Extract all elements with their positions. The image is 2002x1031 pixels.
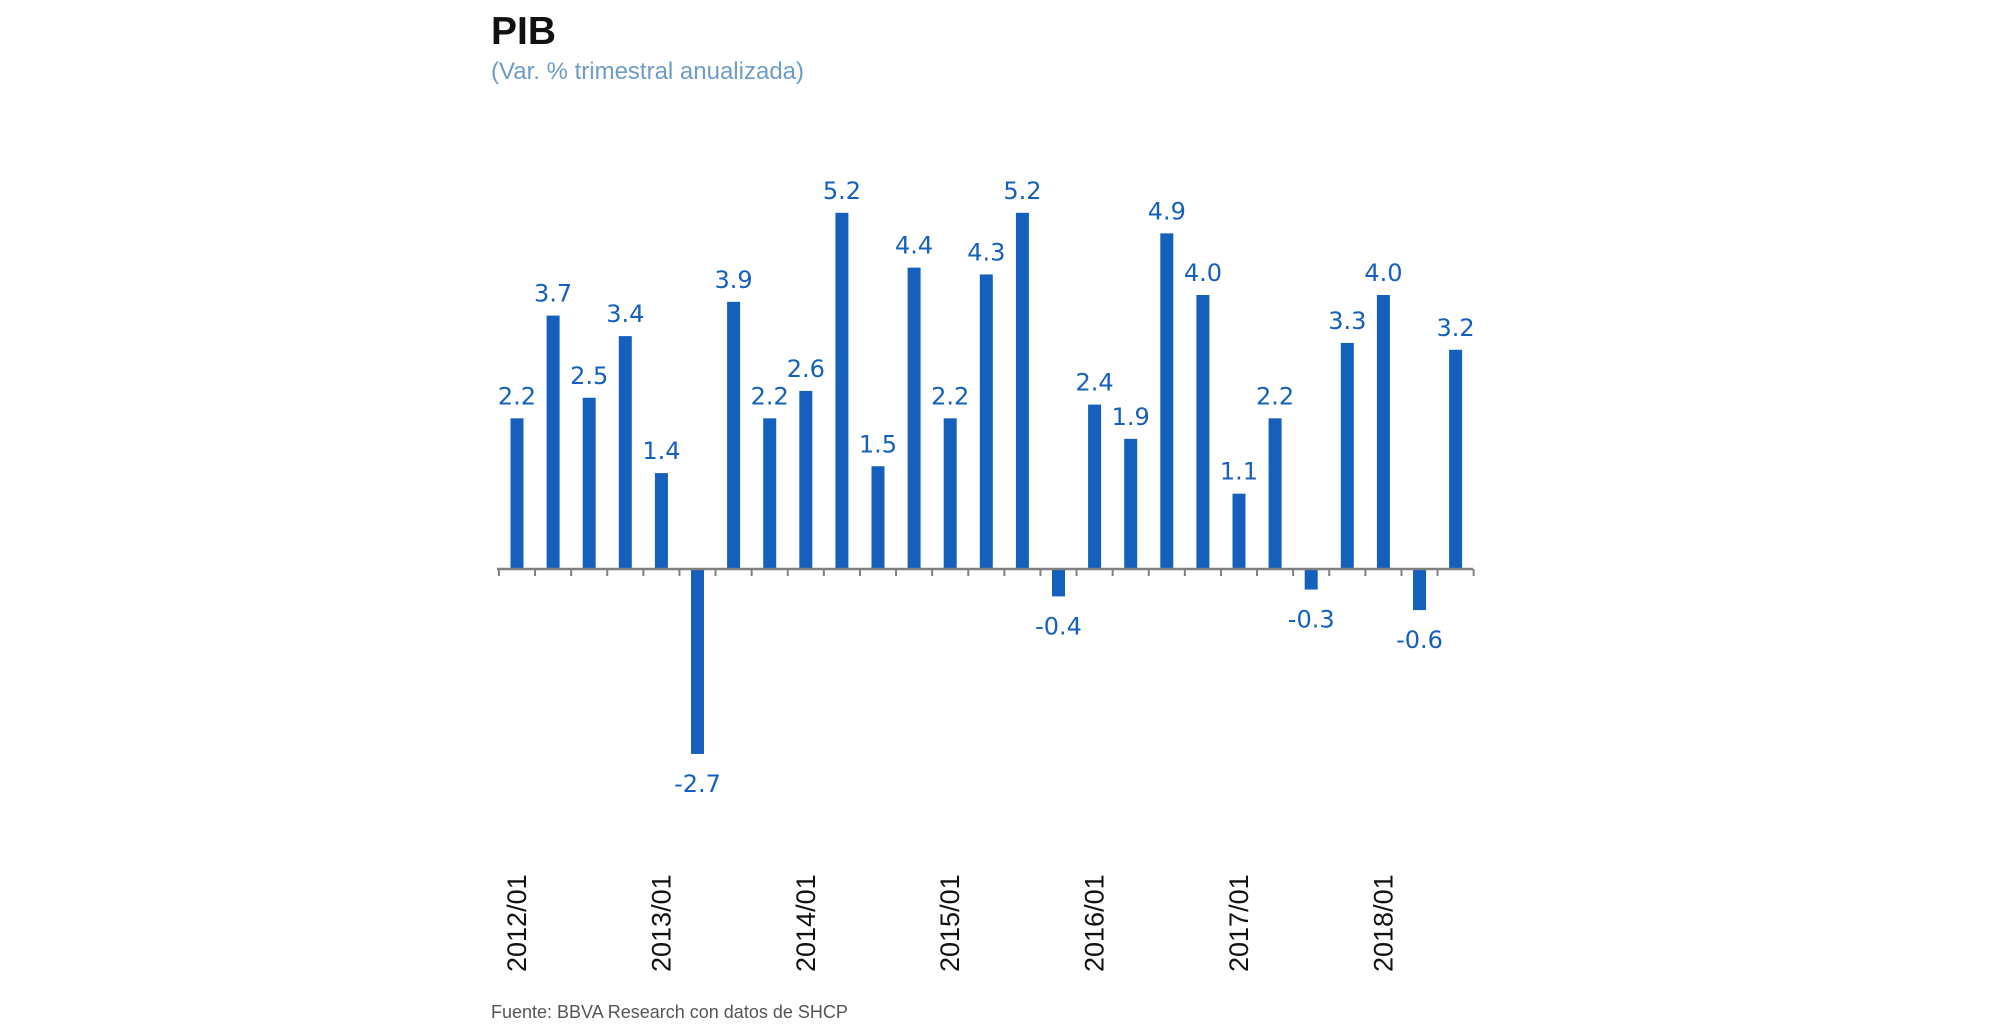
bar-2012-03 bbox=[582, 397, 596, 569]
bar-2015-04 bbox=[1052, 569, 1065, 597]
data-label-2016-04: 4.0 bbox=[1184, 259, 1222, 287]
tick-label-2018-01: 2018/01 bbox=[1368, 874, 1398, 972]
bar-2013-02 bbox=[691, 569, 704, 754]
data-label-2016-02: 1.9 bbox=[1112, 403, 1150, 431]
bar-2015-02 bbox=[979, 274, 993, 569]
data-label-2017-04: 3.3 bbox=[1328, 307, 1366, 335]
data-label-2013-03: 3.9 bbox=[715, 266, 753, 294]
data-label-2015-02: 4.3 bbox=[967, 238, 1005, 266]
data-label-2012-04: 3.4 bbox=[606, 300, 644, 328]
bar-2018-03 bbox=[1449, 349, 1463, 569]
bar-2014-03 bbox=[871, 466, 885, 569]
data-label-2017-03: -0.3 bbox=[1288, 606, 1335, 634]
data-label-2012-01: 2.2 bbox=[498, 382, 536, 410]
data-label-2013-02: -2.7 bbox=[674, 770, 721, 798]
bar-2017-02 bbox=[1268, 418, 1282, 569]
tick-label-2017-01: 2017/01 bbox=[1224, 874, 1254, 972]
tick-label-2013-01: 2013/01 bbox=[646, 874, 676, 972]
x-axis bbox=[497, 567, 1475, 576]
bar-2012-02 bbox=[546, 315, 560, 569]
tick-labels-layer: 2012/01 2013/01 2014/01 2015/01 2016/01 2017/… bbox=[502, 874, 1398, 972]
data-labels-layer: 2.23.72.53.41.4-2.73.92.22.65.21.54.42.2… bbox=[498, 177, 1475, 798]
data-label-2014-02: 5.2 bbox=[823, 177, 861, 205]
data-label-2015-01: 2.2 bbox=[931, 382, 969, 410]
tick-label-2012-01: 2012/01 bbox=[502, 874, 532, 972]
bar-2017-04 bbox=[1340, 342, 1354, 569]
tick-label-2014-01: 2014/01 bbox=[791, 874, 821, 972]
bar-2018-01 bbox=[1376, 295, 1390, 569]
bar-2016-04 bbox=[1196, 295, 1210, 569]
data-label-2016-03: 4.9 bbox=[1148, 197, 1186, 225]
bar-2017-03 bbox=[1304, 569, 1318, 590]
bar-2016-03 bbox=[1160, 233, 1174, 569]
bar-2013-03 bbox=[727, 301, 741, 569]
data-label-2012-03: 2.5 bbox=[570, 362, 608, 390]
data-label-2018-03: 3.2 bbox=[1437, 314, 1475, 342]
bar-2013-04 bbox=[763, 418, 777, 569]
bar-2016-02 bbox=[1124, 438, 1138, 569]
data-label-2012-02: 3.7 bbox=[534, 280, 572, 308]
bar-2016-01 bbox=[1088, 404, 1102, 569]
bar-2017-01 bbox=[1232, 493, 1246, 569]
tick-label-2016-01: 2016/01 bbox=[1080, 874, 1110, 972]
bar-2012-01 bbox=[510, 418, 524, 569]
bar-2018-02 bbox=[1413, 569, 1426, 611]
data-label-2013-01: 1.4 bbox=[642, 437, 680, 465]
chart-source: Fuente: BBVA Research con datos de SHCP bbox=[491, 1002, 848, 1022]
bar-2013-01 bbox=[654, 473, 668, 569]
chart-title: PIB bbox=[491, 10, 557, 53]
data-label-2018-01: 4.0 bbox=[1364, 259, 1402, 287]
bars-layer bbox=[510, 212, 1463, 754]
data-label-2018-02: -0.6 bbox=[1396, 626, 1443, 654]
bar-2014-02 bbox=[835, 212, 849, 570]
bar-2014-01 bbox=[799, 390, 813, 569]
data-label-2017-01: 1.1 bbox=[1220, 458, 1258, 486]
data-label-2014-01: 2.6 bbox=[787, 355, 825, 383]
data-label-2014-04: 4.4 bbox=[895, 232, 933, 260]
bar-2012-04 bbox=[618, 336, 632, 569]
bar-2015-03 bbox=[1015, 212, 1029, 570]
tick-label-2015-01: 2015/01 bbox=[935, 874, 965, 972]
bar-2014-04 bbox=[907, 267, 921, 569]
data-label-2013-04: 2.2 bbox=[751, 382, 789, 410]
data-label-2014-03: 1.5 bbox=[859, 430, 897, 458]
data-label-2015-04: -0.4 bbox=[1035, 612, 1082, 640]
data-label-2015-03: 5.2 bbox=[1003, 177, 1041, 205]
chart-subtitle: (Var. % trimestral anualizada) bbox=[491, 58, 805, 85]
data-label-2017-02: 2.2 bbox=[1256, 382, 1294, 410]
data-label-2016-01: 2.4 bbox=[1076, 369, 1114, 397]
bar-2015-01 bbox=[943, 418, 957, 569]
